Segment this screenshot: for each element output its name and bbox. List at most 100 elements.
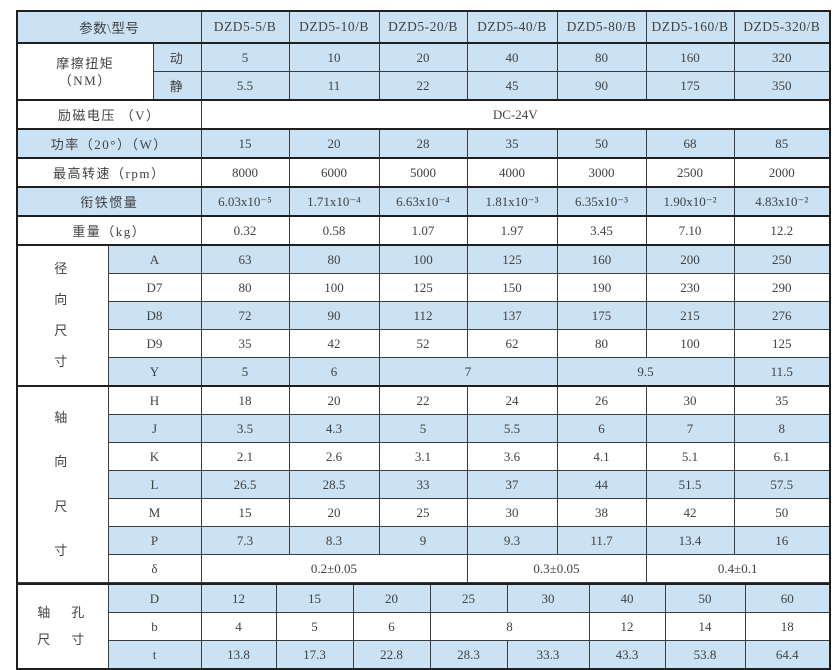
value-cell: 22 bbox=[378, 71, 468, 101]
value-cell: 28.5 bbox=[288, 470, 380, 499]
value-cell: 7 bbox=[645, 414, 735, 443]
value-cell: 6.63x10⁻⁴ bbox=[378, 186, 468, 217]
radial-D8-row: D8 72 90 112 137 175 215 276 bbox=[17, 301, 831, 330]
value-cell: 3.6 bbox=[466, 442, 558, 471]
radial-label-char: 尺 bbox=[54, 323, 72, 339]
value-cell: 1.71x10⁻⁴ bbox=[288, 186, 380, 217]
value-cell: 5 bbox=[275, 612, 354, 641]
value-cell: 1.07 bbox=[378, 215, 468, 246]
axial-P-row: P 7.3 8.3 9 9.3 11.7 13.4 16 bbox=[17, 526, 831, 555]
value-cell: 8.3 bbox=[288, 526, 380, 555]
dim-label-cell: D8 bbox=[107, 301, 202, 330]
value-cell: 290 bbox=[733, 273, 831, 302]
value-cell-merged: 0.2±0.05 bbox=[200, 554, 468, 583]
radial-label-char: 径 bbox=[54, 260, 72, 276]
value-cell: 100 bbox=[378, 244, 468, 274]
value-cell: 80 bbox=[556, 329, 647, 358]
value-cell-merged: 0.3±0.05 bbox=[466, 554, 647, 583]
inertia-row: 衔铁惯量 6.03x10⁻⁵ 1.71x10⁻⁴ 6.63x10⁻⁴ 1.81x… bbox=[16, 186, 831, 217]
value-cell: 40 bbox=[466, 42, 558, 72]
value-cell: 63 bbox=[200, 244, 290, 274]
voltage-value-cell: DC-24V bbox=[200, 99, 831, 130]
value-cell: 12 bbox=[588, 612, 666, 641]
value-cell: 5 bbox=[378, 414, 468, 443]
axial-label-char: 轴 bbox=[54, 409, 72, 425]
value-cell: 53.8 bbox=[664, 640, 746, 670]
label-dynamic: 动 bbox=[152, 42, 202, 72]
value-cell: 9 bbox=[378, 526, 468, 555]
value-cell: 35 bbox=[466, 128, 558, 159]
value-cell: 215 bbox=[645, 301, 735, 330]
value-cell: 350 bbox=[733, 71, 831, 101]
value-cell: 2500 bbox=[645, 157, 735, 188]
dim-label-cell: b bbox=[107, 612, 202, 641]
value-cell: 33 bbox=[378, 470, 468, 499]
value-cell: 20 bbox=[378, 42, 468, 72]
dim-label-cell: D7 bbox=[107, 273, 202, 302]
spec-table-container: 参数\型号 DZD5-5/B DZD5-10/B DZD5-20/B DZD5-… bbox=[16, 10, 831, 670]
value-cell: 28.3 bbox=[429, 640, 508, 670]
value-cell: 45 bbox=[466, 71, 558, 101]
value-cell: 64.4 bbox=[744, 640, 831, 670]
value-cell: 90 bbox=[288, 301, 380, 330]
speed-row: 最高转速（rpm） 8000 6000 5000 4000 3000 2500 … bbox=[16, 157, 831, 188]
axial-K-row: K 2.1 2.6 3.1 3.6 4.1 5.1 6.1 bbox=[17, 442, 831, 471]
radial-label-char: 向 bbox=[54, 291, 72, 307]
label-axial-dimensions: 轴 向 尺 寸 bbox=[16, 385, 109, 583]
axial-label-char: 向 bbox=[54, 454, 72, 470]
model-header-cell: DZD5-80/B bbox=[556, 10, 647, 44]
value-cell: 230 bbox=[645, 273, 735, 302]
value-cell: 17.3 bbox=[275, 640, 354, 670]
value-cell: 80 bbox=[200, 273, 290, 302]
value-cell: 18 bbox=[744, 612, 831, 641]
label-shaft-hole-dimensions: 轴 孔 尺 寸 bbox=[16, 583, 109, 670]
value-cell: 50 bbox=[733, 498, 831, 527]
value-cell: 5.1 bbox=[645, 442, 735, 471]
value-cell: 13.8 bbox=[200, 640, 277, 670]
value-cell-merged: 7 bbox=[378, 357, 558, 387]
value-cell: 12.2 bbox=[733, 215, 831, 246]
value-cell: 1.97 bbox=[466, 215, 558, 246]
label-max-speed: 最高转速（rpm） bbox=[16, 157, 202, 188]
value-cell: 20 bbox=[288, 385, 380, 415]
value-cell: 26.5 bbox=[200, 470, 290, 499]
friction-dynamic-row: 摩擦扭矩 （NM） 动 5 10 20 40 80 160 320 bbox=[16, 42, 831, 101]
value-cell: 5 bbox=[200, 357, 290, 387]
value-cell: 37 bbox=[466, 470, 558, 499]
value-cell: 26 bbox=[556, 385, 647, 415]
radial-D9-row: D9 35 42 52 62 80 100 125 bbox=[17, 329, 831, 358]
value-cell: 24 bbox=[466, 385, 558, 415]
value-cell: 11.7 bbox=[556, 526, 647, 555]
value-cell: 7.10 bbox=[645, 215, 735, 246]
value-cell: 28 bbox=[378, 128, 468, 159]
value-cell: 62 bbox=[466, 329, 558, 358]
value-cell: 20 bbox=[288, 498, 380, 527]
label-weight: 重量（kg） bbox=[16, 215, 202, 246]
value-cell: 25 bbox=[378, 498, 468, 527]
value-cell: 35 bbox=[200, 329, 290, 358]
value-cell-merged: 9.5 bbox=[556, 357, 735, 387]
value-cell: 35 bbox=[733, 385, 831, 415]
value-cell: 125 bbox=[733, 329, 831, 358]
value-cell: 6.35x10⁻³ bbox=[556, 186, 647, 217]
value-cell: 5.5 bbox=[466, 414, 558, 443]
dim-label-cell: D bbox=[107, 583, 202, 613]
value-cell: 175 bbox=[645, 71, 735, 101]
value-cell: 320 bbox=[733, 42, 831, 72]
value-cell: 12 bbox=[200, 583, 277, 613]
value-cell: 6 bbox=[288, 357, 380, 387]
value-cell: 18 bbox=[200, 385, 290, 415]
value-cell: 57.5 bbox=[733, 470, 831, 499]
dim-label-cell: H bbox=[107, 385, 202, 415]
value-cell: 14 bbox=[664, 612, 746, 641]
dim-label-cell: Y bbox=[107, 357, 202, 387]
value-cell: 30 bbox=[645, 385, 735, 415]
shaft-t-row: t 13.8 17.3 22.8 28.3 33.3 43.3 53.8 64.… bbox=[17, 640, 831, 670]
radial-label-char: 寸 bbox=[54, 354, 72, 370]
value-cell: 44 bbox=[556, 470, 647, 499]
value-cell: 100 bbox=[645, 329, 735, 358]
value-cell: 2.1 bbox=[200, 442, 290, 471]
value-cell-merged: 0.4±0.1 bbox=[645, 554, 831, 583]
value-cell: 43.3 bbox=[588, 640, 666, 670]
value-cell: 11 bbox=[288, 71, 380, 101]
